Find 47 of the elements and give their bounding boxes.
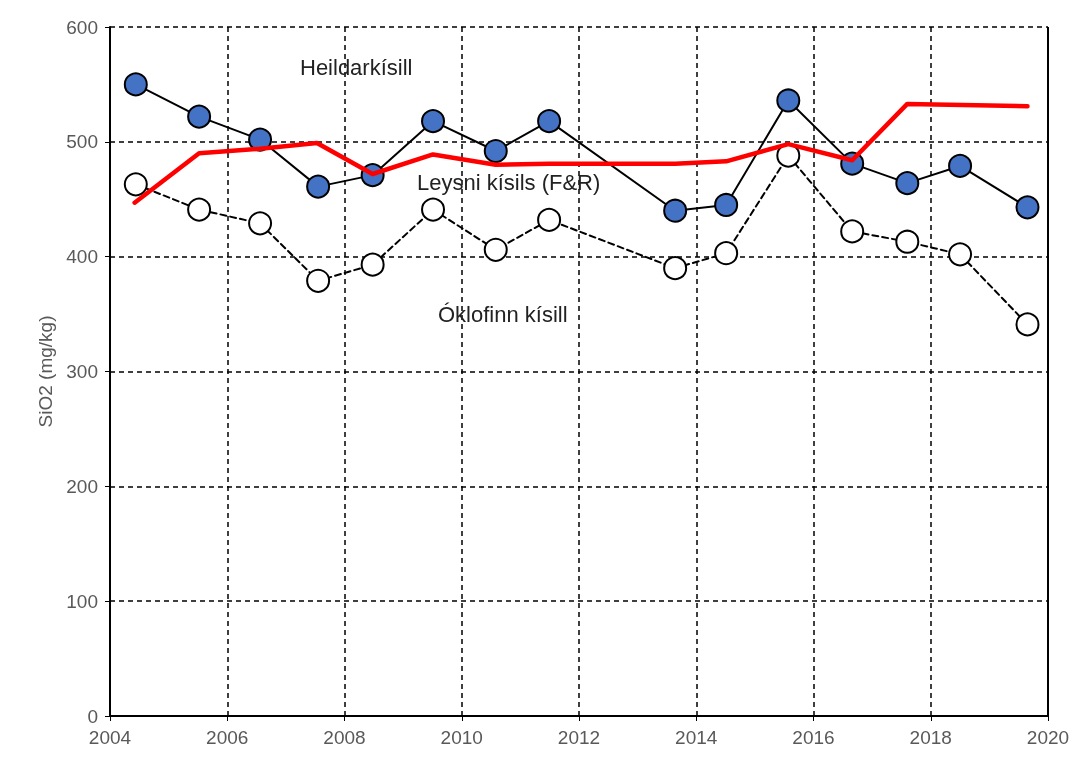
y-tick-label: 400 [66,246,98,268]
point [123,172,148,197]
point [360,252,385,277]
x-tick-label: 2016 [792,727,835,748]
x-tick-label: 2010 [440,727,483,748]
point [537,109,562,134]
point [776,88,801,113]
y-axis-title: SiO2 (mg/kg) [35,315,56,428]
x-tick-label: 2006 [206,727,249,748]
x-tick-label: 2018 [909,727,952,748]
point [1015,195,1040,220]
point [663,256,688,281]
point [187,197,212,222]
point [483,237,508,262]
point [248,211,273,236]
point [714,193,739,217]
y-tick-label: 100 [66,590,98,612]
point [895,171,920,196]
y-tick-label: 0 [87,705,98,727]
series-label: Heildarkísill [299,54,413,80]
line-series [132,101,1030,205]
point [663,198,688,223]
point [421,109,446,134]
x-tick-label: 2008 [323,727,366,748]
text: Óklofinn kísill [437,301,568,327]
series-label: Leysni kísils (F&R) [416,169,601,195]
point [537,207,562,232]
point [840,219,865,244]
x-tick-label: 2020 [1026,727,1070,748]
y-tick-label: 300 [66,361,98,382]
point [306,268,331,293]
point [714,241,739,266]
y-tick-label: 500 [66,131,98,153]
point [895,229,920,254]
x-tick-label: 2004 [88,727,132,748]
point [948,153,973,178]
x-tick-label: 2014 [675,727,718,748]
point [306,174,331,199]
y-tick-label: 600 [66,16,98,38]
x-tick-label: 2012 [557,727,601,748]
point [123,72,148,97]
point [483,139,508,164]
point [948,242,973,267]
y-tick-label: 200 [66,475,98,497]
point [187,104,212,129]
point [1015,312,1040,337]
point [421,197,446,222]
